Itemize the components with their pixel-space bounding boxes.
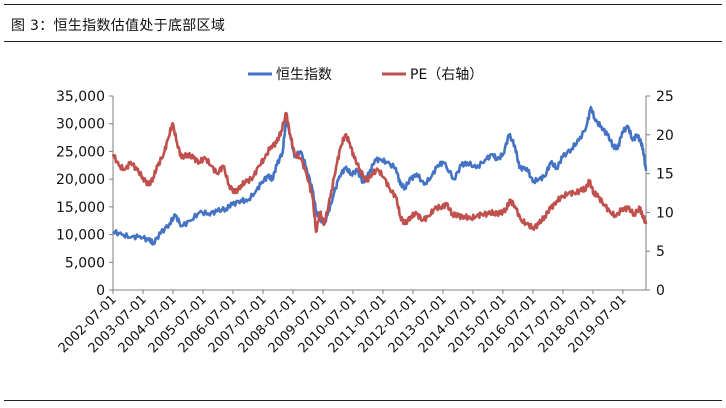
chart-legend: 恒生指数 PE（右轴） bbox=[248, 67, 483, 83]
left-tick-label: 5,000 bbox=[65, 255, 105, 271]
right-tick-label: 15 bbox=[656, 167, 674, 183]
right-tick-label: 5 bbox=[656, 244, 665, 260]
legend-item-pe-label: PE（右轴） bbox=[410, 67, 483, 83]
hsi-series-line bbox=[112, 105, 648, 246]
legend-item-hsi-label: 恒生指数 bbox=[276, 67, 332, 83]
left-tick-label: 35,000 bbox=[56, 89, 105, 105]
figure-caption: 图 3：恒生指数估值处于底部区域 bbox=[11, 18, 226, 34]
left-tick-label: 0 bbox=[96, 283, 105, 299]
left-tick-label: 25,000 bbox=[56, 144, 105, 160]
right-tick-label: 0 bbox=[656, 283, 665, 299]
series-layer bbox=[111, 105, 648, 246]
left-tick-label: 30,000 bbox=[56, 117, 105, 133]
chart-axes: 0 5,000 10,000 15,000 20,000 25,000 30,000 35,0… bbox=[56, 89, 674, 356]
caption-rule bbox=[4, 41, 722, 42]
right-tick-label: 10 bbox=[656, 205, 674, 221]
left-tick-label: 10,000 bbox=[56, 228, 105, 244]
bottom-rule bbox=[4, 400, 722, 401]
left-tick-label: 15,000 bbox=[56, 200, 105, 216]
right-tick-label: 25 bbox=[656, 89, 674, 105]
pe-series-line bbox=[111, 111, 648, 234]
right-tick-label: 20 bbox=[656, 128, 674, 144]
top-rule bbox=[4, 4, 722, 5]
left-tick-label: 20,000 bbox=[56, 172, 105, 188]
